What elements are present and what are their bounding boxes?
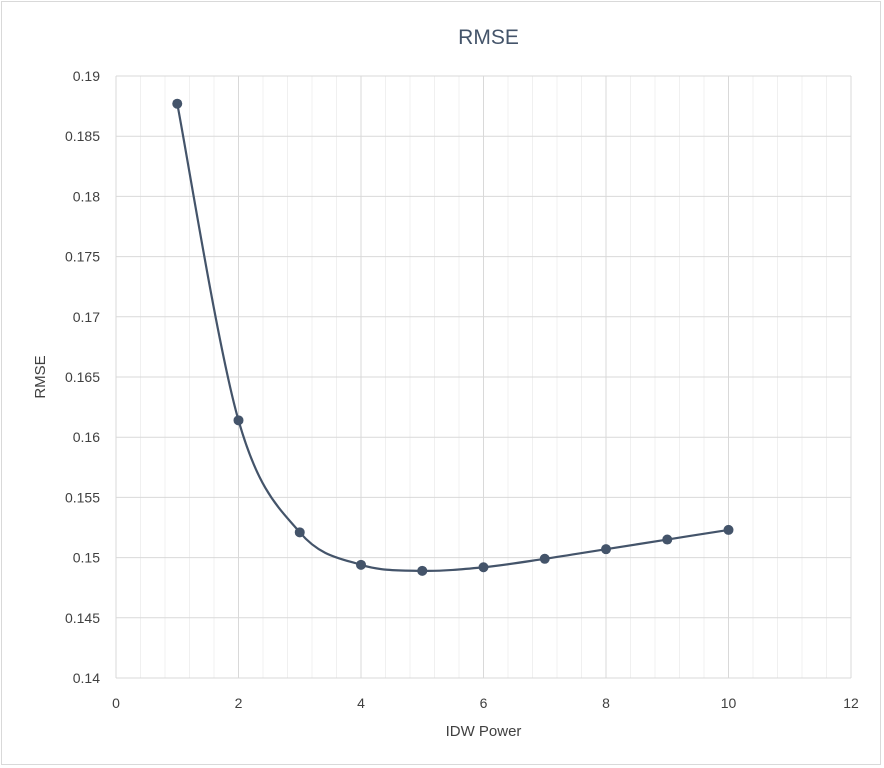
data-point — [662, 534, 673, 545]
x-tick-label: 4 — [357, 695, 365, 711]
y-tick-label: 0.145 — [65, 610, 100, 626]
x-tick-label: 6 — [480, 695, 488, 711]
y-axis-ticks: 0.14 0.145 0.15 0.155 0.16 0.165 0.17 0.175 0.18… — [65, 68, 100, 686]
data-point — [478, 562, 489, 573]
series-group — [172, 98, 734, 576]
data-point — [233, 415, 244, 426]
x-tick-label: 12 — [843, 695, 859, 711]
x-tick-label: 10 — [721, 695, 737, 711]
series-line — [176, 103, 729, 572]
y-tick-label: 0.15 — [73, 550, 100, 566]
y-tick-label: 0.14 — [73, 670, 100, 686]
y-tick-label: 0.185 — [65, 128, 100, 144]
data-point — [539, 553, 550, 564]
y-tick-label: 0.19 — [73, 68, 100, 84]
chart-title: RMSE — [458, 26, 519, 49]
data-point — [723, 524, 734, 535]
x-tick-label: 0 — [112, 695, 120, 711]
data-point — [356, 559, 366, 570]
data-point — [172, 98, 183, 109]
data-point — [601, 544, 611, 555]
data-point — [417, 565, 428, 576]
x-axis-ticks: 0 2 4 6 8 10 12 — [112, 695, 859, 711]
data-point — [294, 527, 305, 538]
y-tick-label: 0.17 — [73, 309, 100, 325]
grid — [115, 75, 852, 679]
y-tick-label: 0.175 — [65, 249, 100, 265]
y-tick-label: 0.155 — [65, 489, 100, 505]
x-tick-label: 2 — [235, 695, 243, 711]
y-axis-title: RMSE — [32, 355, 49, 398]
y-tick-label: 0.165 — [65, 369, 100, 385]
x-axis-title: IDW Power — [446, 723, 522, 740]
y-tick-label: 0.18 — [73, 188, 100, 204]
x-tick-label: 8 — [602, 695, 610, 711]
y-tick-label: 0.16 — [73, 429, 100, 445]
